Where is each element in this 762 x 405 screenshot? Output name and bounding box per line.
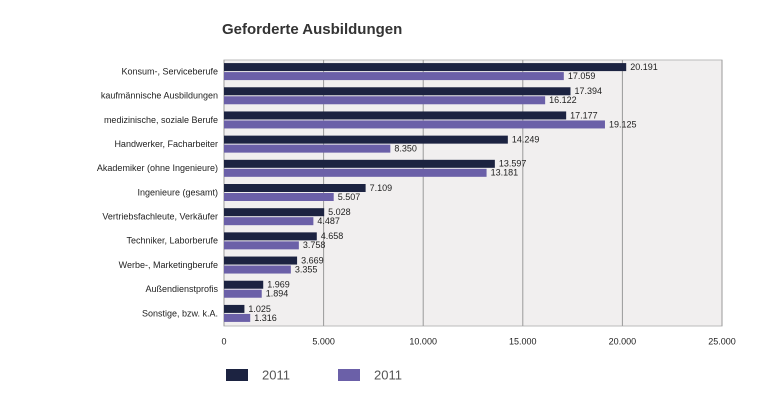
- bar: [224, 144, 391, 153]
- x-tick-label: 25.000: [708, 336, 736, 346]
- value-label: 1.316: [254, 313, 277, 323]
- y-tick-label: Techniker, Laborberufe: [126, 236, 218, 246]
- y-tick-label: Außendienstprofis: [145, 284, 218, 294]
- bar: [224, 63, 627, 72]
- value-label: 19.125: [609, 119, 637, 129]
- value-label: 5.028: [328, 207, 351, 217]
- bar: [224, 87, 571, 96]
- bar: [224, 96, 546, 105]
- bar: [224, 168, 487, 177]
- bar: [224, 208, 325, 217]
- x-tick-label: 20.000: [609, 336, 637, 346]
- bar: [224, 289, 262, 298]
- y-tick-label: Handwerker, Facharbeiter: [114, 139, 218, 149]
- legend-swatch: [226, 369, 248, 381]
- y-tick-label: Werbe-, Marketingberufe: [119, 260, 218, 270]
- bar: [224, 111, 567, 120]
- bar: [224, 241, 299, 250]
- bar: [224, 280, 264, 289]
- value-label: 3.758: [303, 240, 326, 250]
- value-label: 20.191: [630, 62, 658, 72]
- bar: [224, 313, 251, 322]
- value-label: 4.487: [317, 216, 340, 226]
- y-tick-label: Konsum-, Serviceberufe: [121, 66, 218, 76]
- x-tick-label: 0: [221, 336, 226, 346]
- bar: [224, 135, 508, 144]
- x-tick-label: 15.000: [509, 336, 537, 346]
- y-tick-label: Sonstige, bzw. k.A.: [142, 308, 218, 318]
- value-label: 1.969: [267, 280, 290, 290]
- bar: [224, 232, 317, 241]
- value-label: 3.669: [301, 255, 324, 265]
- chart-title: Geforderte Ausbildungen: [222, 21, 402, 38]
- value-label: 17.177: [570, 110, 598, 120]
- value-label: 13.597: [499, 159, 527, 169]
- value-label: 17.059: [568, 71, 596, 81]
- value-label: 17.394: [574, 86, 602, 96]
- x-tick-label: 5.000: [312, 336, 335, 346]
- bar: [224, 265, 291, 274]
- value-label: 16.122: [549, 95, 577, 105]
- bar: [224, 256, 298, 265]
- value-label: 1.025: [248, 304, 271, 314]
- legend-label: 2011: [374, 367, 402, 382]
- legend-label: 2011: [262, 367, 290, 382]
- value-label: 4.658: [321, 231, 344, 241]
- bar: [224, 217, 314, 226]
- bar: [224, 159, 495, 168]
- bar: [224, 120, 605, 129]
- y-tick-label: Vertriebsfachleute, Verkäufer: [102, 212, 218, 222]
- value-label: 1.894: [266, 289, 289, 299]
- bar: [224, 72, 564, 81]
- x-tick-label: 10.000: [409, 336, 437, 346]
- y-tick-label: Ingenieure (gesamt): [137, 187, 218, 197]
- bar: [224, 184, 366, 192]
- value-label: 14.249: [512, 135, 540, 145]
- value-label: 7.109: [370, 183, 393, 193]
- legend-swatch: [338, 369, 360, 381]
- value-label: 5.507: [338, 192, 361, 202]
- y-tick-label: medizinische, soziale Berufe: [104, 115, 218, 125]
- y-tick-label: Akademiker (ohne Ingenieure): [97, 163, 218, 173]
- bar: [224, 193, 334, 201]
- value-label: 3.355: [295, 264, 318, 274]
- value-label: 8.350: [394, 144, 417, 154]
- value-label: 13.181: [491, 168, 519, 178]
- y-tick-label: kaufmännische Ausbildungen: [101, 91, 218, 101]
- bar: [224, 304, 245, 313]
